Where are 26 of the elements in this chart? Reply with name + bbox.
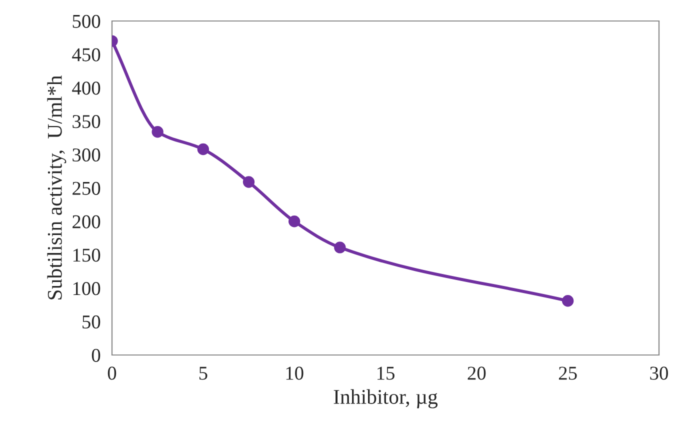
point	[197, 143, 210, 156]
y-tick-label: 500	[72, 14, 100, 28]
x-tick-label: 10	[286, 366, 304, 380]
point	[562, 295, 574, 307]
point	[334, 242, 346, 254]
y-tick-label: 300	[72, 148, 100, 162]
x-tick-label: 0	[108, 366, 116, 380]
x-tick-label: 25	[558, 366, 577, 380]
y-axis-title: Subtilisin activity, U/ml*h	[47, 76, 66, 300]
y-tick-label: 250	[72, 182, 100, 195]
y-tick-label: 400	[72, 82, 100, 95]
point	[152, 126, 164, 138]
y-tick-label: 350	[72, 115, 100, 128]
y-tick-label: 150	[73, 248, 100, 262]
y-tick-label: 450	[72, 48, 100, 62]
x-tick-label: 30	[650, 366, 668, 380]
y-tick-label: 200	[72, 215, 100, 228]
y-tick-label: 100	[73, 282, 100, 296]
x-tick-label: 5	[199, 366, 208, 380]
x-axis-title: Inhibitor, µg	[334, 389, 438, 408]
point	[288, 216, 300, 228]
y-tick-label: 0	[92, 348, 100, 362]
x-tick-label: 20	[468, 366, 486, 380]
x-tick-label: 15	[377, 366, 394, 380]
point	[242, 176, 255, 188]
y-tick-label: 50	[82, 315, 100, 329]
